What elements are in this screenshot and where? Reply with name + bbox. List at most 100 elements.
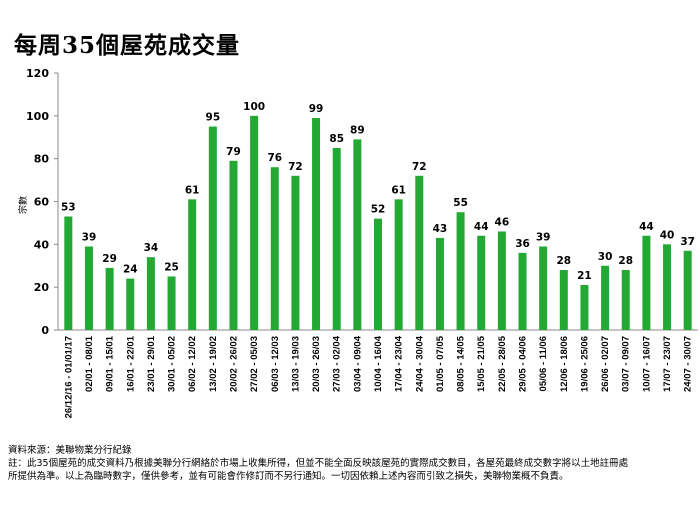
chart-title: 每周35個屋苑成交量 [14, 32, 241, 59]
x-tick-label: 02/01 - 08/01 [84, 335, 95, 392]
bar [250, 115, 259, 330]
data-label: 24 [123, 264, 138, 276]
data-label: 89 [350, 124, 365, 136]
bar [415, 175, 424, 330]
bar [167, 276, 176, 330]
bar [374, 218, 382, 330]
x-tick-label: 24/04 - 30/04 [414, 335, 425, 392]
bar [435, 237, 444, 330]
y-tick-label: 80 [34, 153, 50, 166]
x-tick-label: 06/03 - 12/03 [270, 336, 281, 392]
bar [291, 175, 300, 330]
data-label: 46 [495, 216, 510, 228]
x-tick-label: 15/05 - 21/05 [476, 335, 487, 392]
bar [518, 252, 527, 330]
bar [456, 212, 465, 330]
x-tick-label: 12/06 - 18/06 [559, 336, 570, 392]
x-tick-label: 26/12/16 - 01/01/17 [63, 336, 74, 418]
disclaimer-line-2: 所提供為準。以上為臨時數字，僅供參考，並有可能會作修訂而不另行通知。一切因依賴上… [8, 471, 569, 482]
data-label: 36 [515, 238, 530, 250]
data-label: 61 [391, 184, 406, 196]
data-label: 43 [433, 223, 448, 235]
bar [188, 199, 197, 330]
x-tick-label: 27/03 - 02/04 [332, 335, 343, 392]
bar [332, 147, 341, 330]
bar-chart: 0 20 40 60 80 100 120 宗數 53 26/12/16 - 01/01/17 39… [17, 67, 698, 418]
bar [477, 235, 486, 330]
data-label: 85 [329, 133, 344, 145]
bar [580, 285, 589, 330]
data-label: 99 [309, 103, 324, 115]
y-tick-label: 0 [41, 324, 49, 337]
y-tick-label: 60 [34, 196, 50, 209]
bar [683, 250, 692, 330]
data-label: 61 [185, 184, 200, 196]
x-tick-label: 09/01 - 15/01 [105, 335, 116, 392]
source-note: 資料來源：美聯物業分行紀錄 [8, 445, 132, 456]
bar [539, 246, 548, 330]
data-label: 40 [660, 229, 675, 241]
bar [126, 278, 135, 330]
x-tick-label: 06/02 - 12/02 [187, 336, 198, 392]
x-tick-label: 01/05 - 07/05 [435, 335, 446, 392]
data-label: 72 [288, 161, 303, 173]
bar [64, 216, 73, 330]
x-tick-label: 10/04 - 16/04 [373, 335, 384, 392]
bar [270, 167, 279, 330]
data-label: 100 [243, 101, 265, 113]
data-label: 34 [144, 242, 159, 254]
x-tick-label: 17/04 - 23/04 [394, 335, 405, 392]
y-tick-label: 40 [34, 238, 50, 251]
bar [146, 257, 155, 330]
x-tick-label: 24/07 - 30/07 [683, 336, 694, 392]
x-tick-label: 17/07 - 23/07 [662, 336, 673, 392]
bar [663, 244, 672, 330]
x-tick-label: 27/02 - 05/03 [249, 336, 260, 392]
data-label: 37 [680, 236, 695, 248]
bar [642, 235, 651, 330]
x-tick-label: 03/07 - 09/07 [621, 336, 632, 392]
bar [559, 270, 568, 330]
data-label: 55 [453, 197, 468, 209]
y-tick-label: 120 [26, 67, 49, 80]
x-tick-label: 13/02 - 19/02 [208, 336, 219, 392]
x-tick-label: 29/05 - 04/06 [518, 336, 529, 392]
data-label: 76 [267, 152, 282, 164]
data-label: 95 [206, 112, 221, 124]
x-tick-label: 19/06 - 25/06 [579, 336, 590, 392]
data-label: 39 [536, 231, 551, 243]
x-tick-label: 05/06 - 11/06 [538, 336, 549, 391]
data-label: 44 [639, 221, 654, 233]
bar [312, 117, 321, 330]
data-label: 28 [618, 255, 633, 267]
x-tick-label: 23/01 - 29/01 [146, 335, 157, 392]
data-label: 52 [371, 204, 386, 216]
data-label: 79 [226, 146, 241, 158]
bar [229, 160, 238, 330]
data-label: 72 [412, 161, 427, 173]
bar [394, 199, 403, 330]
y-tick-label: 100 [26, 110, 49, 123]
data-label: 21 [577, 270, 592, 282]
y-axis-label: 宗數 [17, 196, 29, 214]
data-label: 44 [474, 221, 489, 233]
x-tick-label: 26/06 - 02/07 [600, 336, 611, 392]
bar [601, 265, 610, 330]
x-tick-label: 22/05 - 28/05 [497, 335, 508, 392]
x-tick-label: 08/05 - 14/05 [456, 335, 467, 392]
data-label: 53 [61, 201, 76, 213]
data-label: 30 [598, 251, 613, 263]
bar [208, 126, 217, 331]
data-label: 25 [164, 261, 179, 273]
x-tick-label: 16/01 - 22/01 [125, 335, 136, 392]
x-tick-label: 03/04 - 09/04 [352, 335, 363, 392]
data-label: 29 [102, 253, 117, 265]
x-tick-label: 10/07 - 16/07 [641, 336, 652, 392]
x-tick-label: 30/01 - 05/02 [167, 336, 178, 392]
y-tick-label: 20 [34, 281, 50, 294]
disclaimer-line-1: 註：此35個屋苑的成交資料乃根據美聯分行網絡於市場上收集所得，但並不能全面反映該… [8, 458, 629, 469]
bar [84, 246, 93, 330]
x-tick-label: 20/03 - 26/03 [311, 336, 322, 392]
bar [621, 270, 630, 330]
bar [497, 231, 506, 330]
